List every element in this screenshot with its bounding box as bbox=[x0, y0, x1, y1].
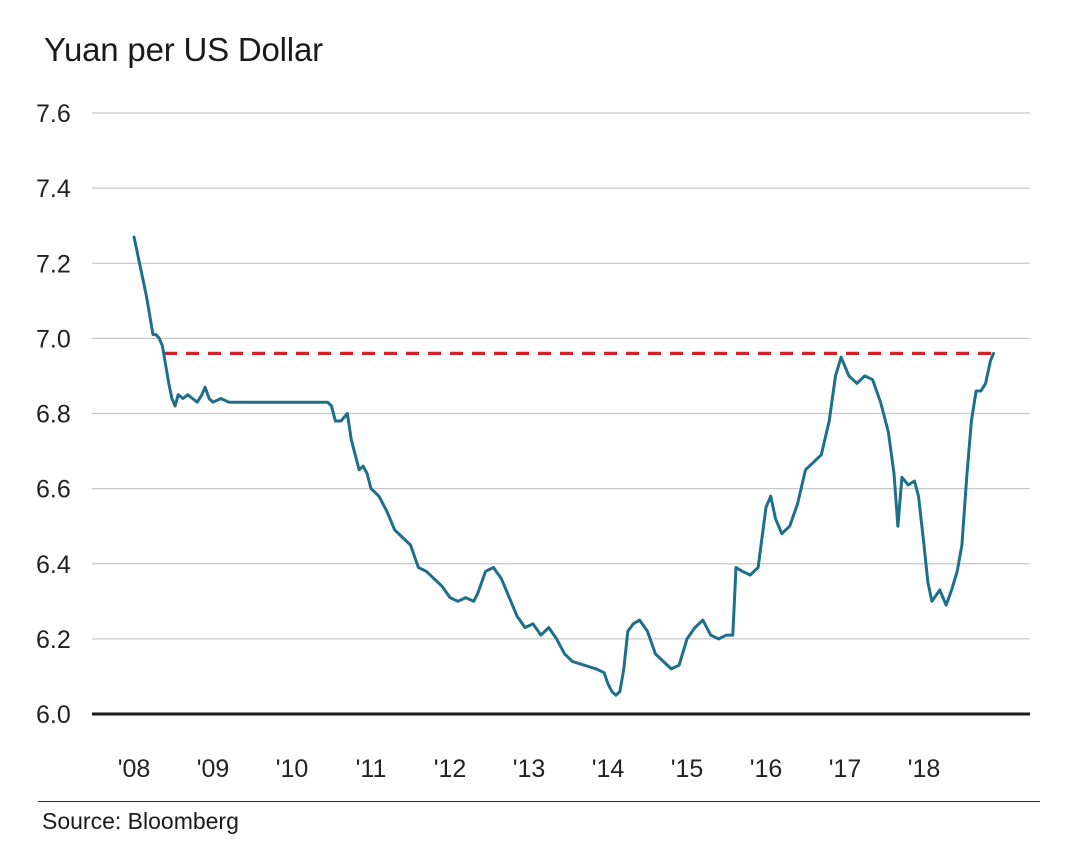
x-tick-label: '10 bbox=[276, 755, 309, 783]
line-chart: 7.6 7.4 7.2 7.0 6.8 6.6 6.4 6.2 6.0 '08 '09 '10 '11… bbox=[36, 100, 1030, 783]
x-tick-label: '18 bbox=[908, 755, 941, 783]
chart-title: Yuan per US Dollar bbox=[44, 31, 323, 68]
y-tick-label: 6.8 bbox=[36, 401, 71, 429]
y-tick-label: 6.6 bbox=[36, 476, 71, 504]
source-note: Source: Bloomberg bbox=[42, 808, 239, 834]
y-tick-label: 6.4 bbox=[36, 551, 71, 579]
series-line-0 bbox=[132, 235, 995, 697]
y-tick-label: 6.2 bbox=[36, 626, 71, 654]
x-tick-label: '08 bbox=[118, 755, 151, 783]
y-tick-label: 7.6 bbox=[36, 100, 71, 128]
y-axis-ticks: 7.6 7.4 7.2 7.0 6.8 6.6 6.4 6.2 6.0 bbox=[36, 100, 71, 729]
x-tick-label: '11 bbox=[356, 755, 387, 783]
x-tick-label: '15 bbox=[671, 755, 704, 783]
x-tick-label: '17 bbox=[829, 755, 862, 783]
y-tick-label: 7.0 bbox=[36, 325, 71, 353]
series-layer bbox=[132, 235, 995, 697]
x-axis-ticks: '08 '09 '10 '11 '12 '13 '14 '15 '16 '17 '18 bbox=[118, 755, 941, 783]
x-tick-label: '12 bbox=[434, 755, 467, 783]
y-tick-label: 6.0 bbox=[36, 701, 71, 729]
y-tick-label: 7.4 bbox=[36, 175, 71, 203]
source-divider bbox=[38, 801, 1040, 802]
x-tick-label: '13 bbox=[513, 755, 546, 783]
x-tick-label: '16 bbox=[750, 755, 783, 783]
grid-lines bbox=[92, 112, 1030, 640]
x-tick-label: '09 bbox=[197, 755, 230, 783]
y-tick-label: 7.2 bbox=[36, 250, 71, 278]
x-tick-label: '14 bbox=[592, 755, 625, 783]
